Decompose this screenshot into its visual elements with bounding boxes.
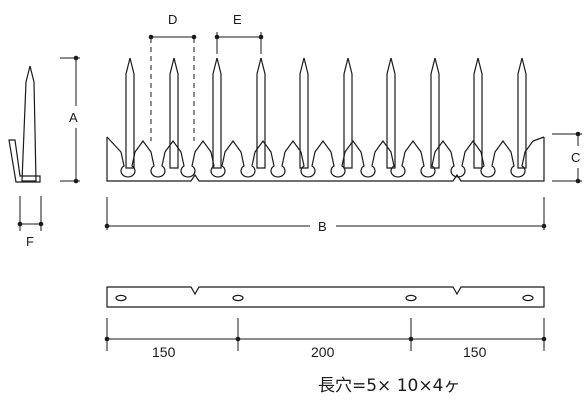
slot-hole — [405, 294, 417, 302]
spike — [343, 57, 353, 169]
label-a: A — [69, 110, 78, 125]
dimension-c: C — [552, 131, 582, 184]
spike — [212, 57, 222, 169]
bottom-plate — [106, 286, 545, 308]
dimension-a: A — [60, 55, 80, 184]
dimension-b: B — [104, 197, 547, 234]
spikes — [125, 57, 527, 169]
label-f: F — [26, 234, 34, 249]
side-profile — [8, 65, 41, 183]
label-c: C — [571, 150, 580, 165]
spike — [386, 57, 396, 169]
side-base — [8, 139, 41, 183]
spike — [125, 57, 135, 169]
side-spike — [21, 65, 37, 182]
spike — [169, 57, 179, 169]
dimension-f: F — [17, 196, 44, 249]
spike — [473, 57, 483, 169]
bottom-plate-view — [106, 286, 545, 308]
slot-hole — [232, 294, 244, 302]
spike — [256, 57, 266, 169]
spike — [430, 57, 440, 169]
front-view — [106, 57, 545, 182]
label-d: D — [168, 12, 177, 27]
slot-hole — [115, 294, 127, 302]
dimension-d: D — [148, 12, 197, 141]
spike — [517, 57, 527, 169]
slot-note: 長穴=5× 10×4ヶ — [318, 376, 460, 396]
dimension-right: 150 — [463, 344, 487, 360]
label-e: E — [233, 12, 242, 27]
base-plate — [106, 137, 545, 182]
dimension-middle: 200 — [311, 344, 335, 360]
dimension-e: E — [214, 12, 264, 54]
slot-hole — [522, 294, 534, 302]
serrated-edge — [106, 136, 545, 178]
dimension-left: 150 — [152, 344, 176, 360]
label-b: B — [318, 219, 327, 234]
spike — [299, 57, 309, 169]
hole-spacing-dimensions: 150 200 150 — [104, 318, 547, 360]
